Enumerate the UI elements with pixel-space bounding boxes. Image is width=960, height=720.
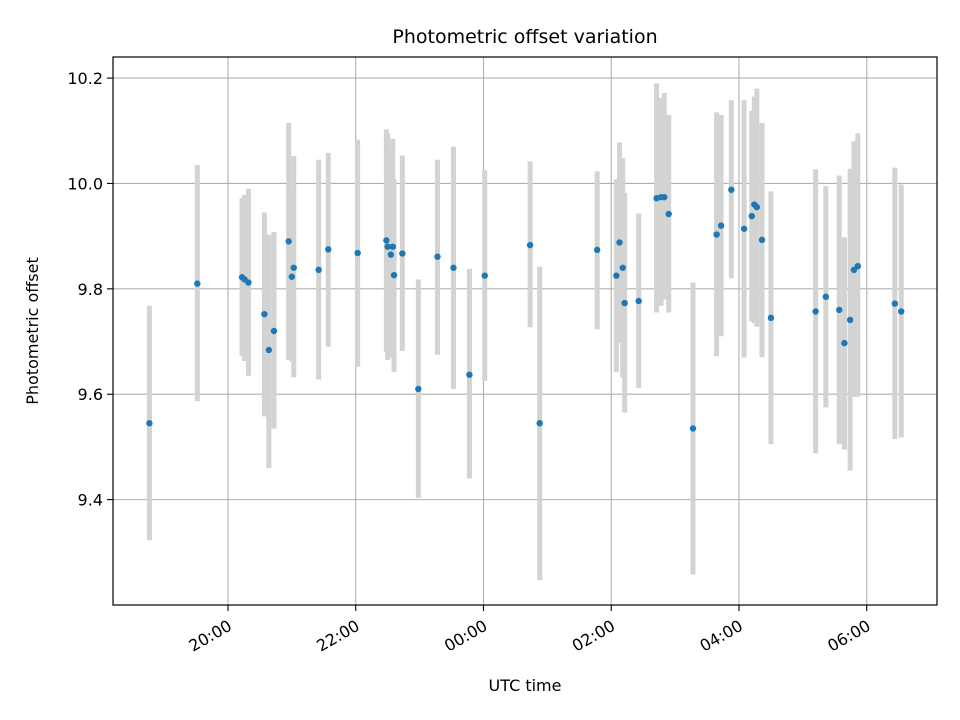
data-point	[593, 246, 601, 254]
y-tick-label: 10.0	[67, 174, 103, 193]
data-point	[285, 238, 292, 245]
data-point	[481, 272, 488, 279]
data-point	[384, 243, 391, 250]
data-point	[740, 225, 748, 232]
data-points	[146, 186, 905, 432]
data-point	[415, 385, 422, 393]
data-point	[434, 253, 441, 260]
data-point	[822, 293, 830, 300]
data-point	[387, 251, 395, 258]
data-point	[748, 212, 755, 220]
data-point	[767, 314, 775, 322]
data-point	[717, 222, 725, 229]
data-point	[891, 300, 899, 307]
data-point	[621, 299, 628, 307]
data-point	[661, 193, 668, 201]
data-point	[245, 279, 252, 286]
data-point	[325, 246, 332, 253]
y-tick-label: 9.4	[78, 491, 103, 510]
data-point	[354, 249, 361, 257]
y-axis-ticks: 9.4 9.6 9.8 10.0 10.2	[67, 69, 113, 510]
y-tick-label: 9.6	[78, 385, 103, 404]
data-point	[265, 346, 273, 354]
data-point	[841, 339, 848, 347]
grid-lines	[113, 57, 937, 605]
data-point	[288, 273, 296, 280]
chart-title: Photometric offset variation	[392, 26, 657, 48]
data-point	[758, 236, 766, 244]
data-point	[315, 266, 322, 274]
data-point	[689, 425, 697, 432]
plot-area	[112, 56, 938, 606]
data-point	[613, 272, 620, 279]
data-point	[389, 243, 396, 250]
data-point	[812, 308, 819, 315]
data-point	[635, 297, 642, 305]
data-point	[619, 264, 626, 271]
x-axis-label: UTC time	[489, 676, 562, 695]
data-point	[616, 239, 623, 246]
data-point	[713, 231, 720, 238]
data-point	[728, 186, 735, 193]
data-point	[854, 262, 861, 270]
data-point	[753, 203, 761, 211]
data-point	[383, 237, 390, 244]
data-point	[466, 371, 473, 378]
data-point	[399, 250, 406, 257]
data-point	[194, 280, 201, 287]
data-point	[836, 306, 843, 314]
y-tick-label: 10.2	[67, 69, 103, 88]
data-point	[390, 271, 398, 279]
y-axis-label: Photometric offset	[23, 257, 42, 405]
data-point	[898, 308, 905, 315]
data-point	[146, 420, 153, 427]
data-point	[450, 264, 457, 271]
data-point	[665, 210, 672, 218]
data-point	[536, 420, 543, 427]
data-point	[290, 264, 297, 271]
plot-frame	[112, 56, 938, 606]
data-point	[270, 327, 278, 335]
data-point	[846, 316, 854, 324]
data-point	[526, 241, 534, 249]
data-point	[261, 310, 268, 318]
y-tick-label: 9.8	[78, 280, 103, 299]
